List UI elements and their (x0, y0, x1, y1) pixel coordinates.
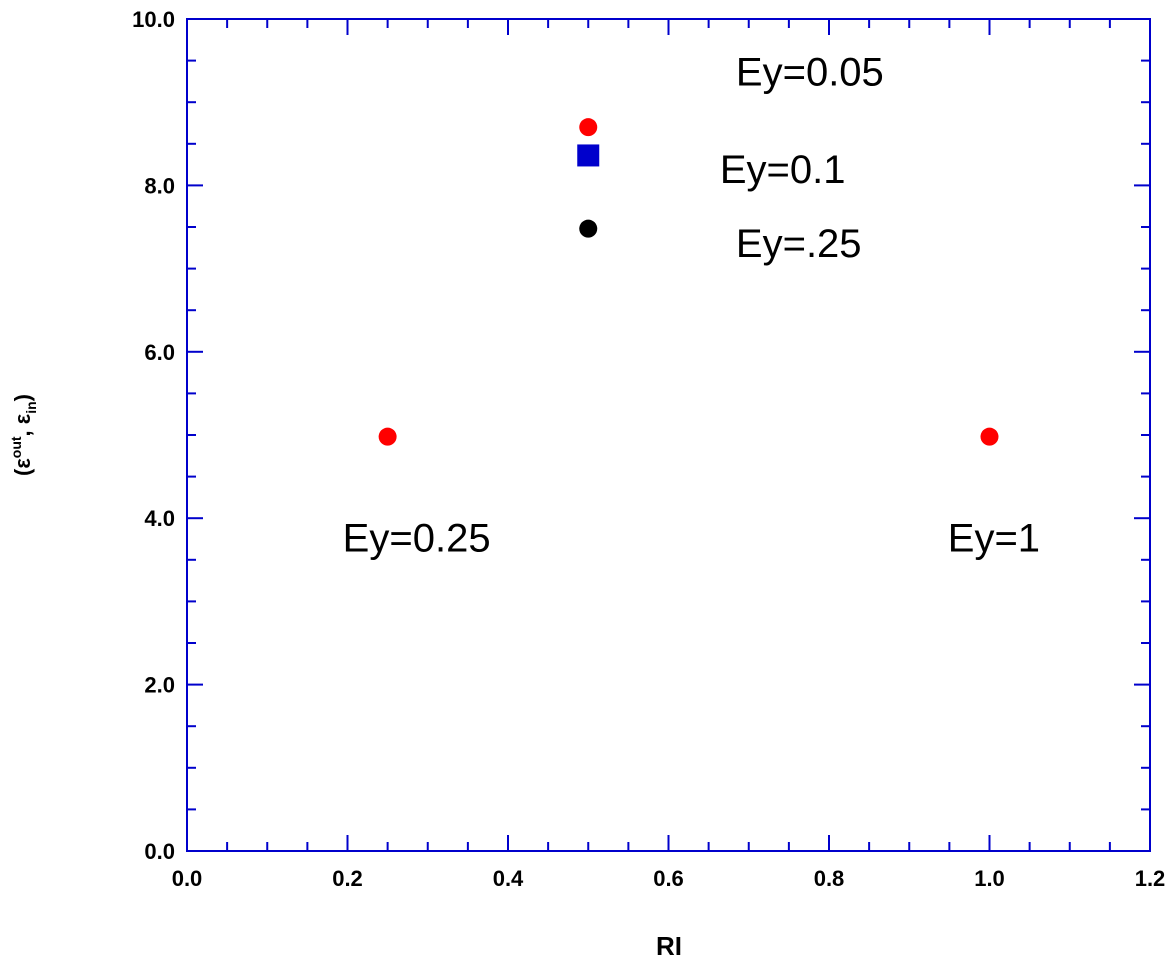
y-tick-label: 4.0 (144, 506, 175, 531)
annotation-label: Ey=1 (948, 516, 1040, 560)
x-tick-label: 1.2 (1135, 866, 1166, 891)
x-tick-label: 0.4 (493, 866, 524, 891)
y-tick-label: 10.0 (132, 7, 175, 32)
y-tick-label: 0.0 (144, 839, 175, 864)
plot-frame (186, 18, 1151, 852)
annotations: Ey=0.05 Ey=0.1 Ey=.25 Ey=0.25 Ey=1 (343, 51, 1040, 561)
x-tick-labels: 0.0 0.2 0.4 0.6 0.8 1.0 1.2 (172, 866, 1166, 891)
y-title-sup-out: out (8, 436, 24, 458)
y-axis-ticks (187, 18, 1150, 852)
y-title-comma: , (10, 424, 35, 436)
annotation-label: Ey=0.25 (343, 516, 491, 560)
y-tick-label: 2.0 (144, 673, 175, 698)
x-axis-title: RI (656, 931, 682, 961)
y-tick-labels: 0.0 2.0 4.0 6.0 8.0 10.0 (132, 7, 175, 864)
y-title-open: ( (10, 468, 35, 476)
data-point-circle (579, 118, 598, 137)
annotation-label: Ey=0.05 (736, 51, 884, 95)
y-tick-label: 6.0 (144, 340, 175, 365)
y-title-sub-in: in (23, 401, 39, 413)
data-point-circle (579, 219, 598, 238)
y-title-eps-out: ε (10, 458, 35, 469)
x-tick-label: 0.0 (172, 866, 203, 891)
data-point-square (577, 144, 600, 167)
svg-text:(εout, εin): (εout, εin) (8, 394, 39, 476)
y-tick-label: 8.0 (144, 173, 175, 198)
annotation-label: Ey=.25 (736, 222, 862, 266)
y-title-eps-in: ε (10, 413, 35, 424)
x-tick-label: 0.6 (653, 866, 684, 891)
x-tick-label: 0.2 (332, 866, 363, 891)
annotation-label: Ey=0.1 (720, 148, 846, 192)
data-points (378, 118, 999, 446)
x-axis-ticks (186, 19, 1151, 851)
data-point-circle (980, 427, 999, 446)
x-tick-label: 0.8 (814, 866, 845, 891)
y-axis-title: (εout, εin) (8, 394, 39, 476)
y-title-close: ) (10, 394, 35, 401)
x-tick-label: 1.0 (974, 866, 1005, 891)
data-point-circle (378, 427, 397, 446)
